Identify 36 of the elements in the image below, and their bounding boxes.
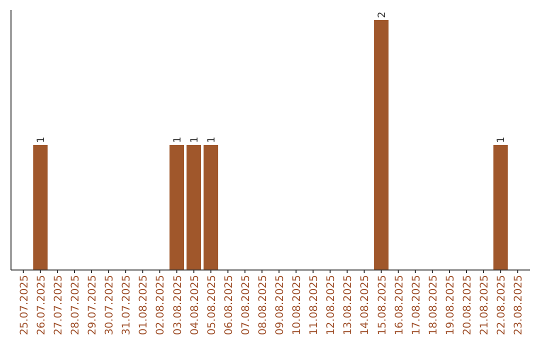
x-tick-label: 21.08.2025 (478, 275, 491, 336)
x-tick-label: 30.07.2025 (104, 275, 116, 336)
x-tick-label: 02.08.2025 (154, 275, 167, 336)
data-label: 1 (206, 136, 218, 143)
data-label: 1 (496, 136, 508, 143)
x-tick-label: 11.08.2025 (308, 275, 320, 336)
x-tick-label: 03.08.2025 (172, 275, 184, 336)
x-tick-label: 13.08.2025 (342, 275, 354, 336)
x-tick-label: 26.07.2025 (35, 275, 48, 336)
x-tick-label: 27.07.2025 (52, 275, 64, 336)
x-tick-label: 23.08.2025 (512, 275, 525, 336)
x-tick-label: 19.08.2025 (444, 275, 456, 336)
x-tick-label: 31.07.2025 (120, 275, 133, 336)
data-label: 1 (189, 136, 200, 143)
x-tick-label: 10.08.2025 (291, 275, 304, 336)
x-tick-label: 15.08.2025 (376, 275, 388, 336)
x-tick-label: 14.08.2025 (359, 275, 372, 336)
x-tick-label: 06.08.2025 (222, 275, 235, 336)
x-tick-label: 22.08.2025 (496, 275, 508, 336)
x-tick-label: 16.08.2025 (393, 275, 406, 336)
data-label: 1 (172, 136, 184, 143)
x-tick-label: 25.07.2025 (18, 275, 30, 336)
x-tick-label: 08.08.2025 (256, 275, 269, 336)
x-tick-label: 07.08.2025 (240, 275, 252, 336)
x-tick-label: 09.08.2025 (274, 275, 286, 336)
x-tick-label: 20.08.2025 (462, 275, 474, 336)
x-tick-label: 04.08.2025 (188, 275, 201, 336)
x-tick-label: 29.07.2025 (86, 275, 99, 336)
x-tick-label: 28.07.2025 (69, 275, 82, 336)
x-tick-label: 12.08.2025 (325, 275, 338, 336)
data-label: 1 (36, 136, 47, 143)
x-tick-label: 01.08.2025 (138, 275, 150, 336)
x-tick-label: 17.08.2025 (410, 275, 422, 336)
x-tick-label: 05.08.2025 (206, 275, 218, 336)
data-label: 2 (376, 12, 388, 18)
x-tick-label: 18.08.2025 (427, 275, 440, 336)
